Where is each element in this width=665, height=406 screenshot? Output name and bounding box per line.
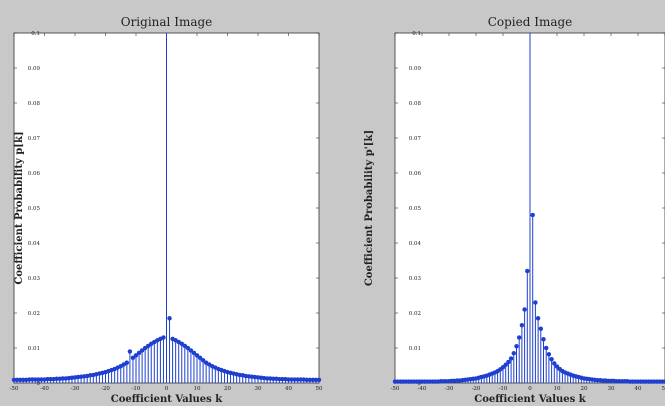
chart-copied-image: Copied Image 0 0.01 0.02 0.03 0.04 0.05 0.06 0.0… xyxy=(364,15,665,405)
stem-marker xyxy=(506,359,511,365)
stem-marker xyxy=(533,300,538,305)
y-tick-label: 0.07 xyxy=(409,136,422,142)
stem-marker xyxy=(167,316,172,321)
x-tick-label: 0 xyxy=(528,386,532,392)
y-tick-label: 0.09 xyxy=(409,66,422,72)
y-tick-label: 0.07 xyxy=(28,136,41,142)
y-tick-label: 0.02 xyxy=(28,311,40,317)
stem-marker xyxy=(182,343,188,349)
x-tick-label: -20 xyxy=(101,386,110,392)
x-tick-label: 0 xyxy=(165,386,169,392)
y-tick-label: 0.01 xyxy=(28,346,40,352)
chart-original-image: Original Image 0 0.01 0.02 0.03 0.04 0.05 0.06 0… xyxy=(10,15,323,405)
stem-marker xyxy=(522,307,527,312)
stem-marker xyxy=(127,349,133,354)
x-tick-label: -50 xyxy=(391,386,400,392)
y-tick-label: 0.04 xyxy=(28,241,41,247)
x-tick-label: 20 xyxy=(224,386,231,392)
stem-marker xyxy=(514,344,519,349)
y-tick-label: 0.06 xyxy=(28,171,41,177)
x-tick-label: 50 xyxy=(662,386,665,392)
stem-marker xyxy=(194,353,200,358)
x-tick-label: 30 xyxy=(255,386,262,392)
stem-marker xyxy=(525,268,530,274)
x-tick-label: 10 xyxy=(194,386,201,392)
x-tick-label: -50 xyxy=(10,386,19,392)
x-tick-label: 40 xyxy=(635,386,642,392)
stem-marker xyxy=(538,326,544,331)
stem-marker xyxy=(161,335,166,340)
stem-marker xyxy=(124,360,130,365)
stem-marker xyxy=(179,341,184,347)
x-axis-label: Coefficient Values k xyxy=(111,394,223,405)
x-tick-label: -20 xyxy=(472,386,481,392)
y-tick-label: 0.05 xyxy=(409,206,422,212)
stem-marker xyxy=(503,362,508,368)
stem-marker xyxy=(130,355,136,361)
stem-marker xyxy=(541,337,546,342)
y-axis-label: Coefficient Probability p'[k] xyxy=(364,130,375,286)
stem-marker xyxy=(145,343,151,349)
y-tick-label: 0.01 xyxy=(409,346,421,352)
y-tick-label: 0 xyxy=(418,381,422,387)
stem-marker xyxy=(519,323,525,328)
stem-marker xyxy=(133,353,139,358)
stem-marker xyxy=(546,352,552,357)
x-tick-label: 10 xyxy=(554,386,561,392)
x-axis-label: Coefficient Values k xyxy=(474,394,586,405)
x-tick-label: -40 xyxy=(418,386,427,392)
y-tick-label: 0.03 xyxy=(28,276,41,282)
y-tick-label: 0.09 xyxy=(28,66,41,72)
stem-marker xyxy=(316,377,322,383)
x-tick-label: -30 xyxy=(71,386,80,392)
x-tick-label: 50 xyxy=(316,386,323,392)
y-tick-label: 0.06 xyxy=(409,171,422,177)
stem-marker xyxy=(516,335,522,340)
stem-marker xyxy=(552,361,557,366)
chart-title: Original Image xyxy=(121,15,213,29)
x-tick-label: 20 xyxy=(581,386,588,392)
stem-marker xyxy=(197,355,203,361)
y-tick-label: 0.02 xyxy=(409,311,421,317)
x-tick-label: 30 xyxy=(608,386,615,392)
stem-marker xyxy=(535,316,541,321)
stem-marker xyxy=(142,345,148,351)
stem-marker xyxy=(530,212,535,218)
stem-marker xyxy=(139,348,145,353)
stem-marker xyxy=(543,345,549,351)
y-tick-label: 0.05 xyxy=(28,206,41,212)
y-tick-label: 0.1 xyxy=(31,31,40,37)
x-tick-label: -10 xyxy=(132,386,141,392)
stem-marker xyxy=(511,351,517,356)
y-tick-label: 0 xyxy=(37,381,41,387)
stem-marker xyxy=(508,356,514,361)
y-axis-label: Coefficient Probability p[k] xyxy=(14,131,25,284)
y-tick-label: 0.04 xyxy=(409,241,422,247)
stem-marker xyxy=(136,350,142,356)
y-tick-label: 0.08 xyxy=(28,101,41,107)
x-tick-label: -30 xyxy=(445,386,454,392)
x-tick-label: -10 xyxy=(499,386,508,392)
stem-marker xyxy=(549,356,554,362)
x-tick-label: 40 xyxy=(285,386,292,392)
stem-marker xyxy=(188,348,194,353)
y-tick-label: 0.08 xyxy=(409,101,422,107)
stem-marker xyxy=(185,345,191,351)
y-tick-label: 0.1 xyxy=(412,31,421,37)
stem-marker xyxy=(200,358,206,363)
stem-marker xyxy=(191,350,197,356)
x-tick-label: -40 xyxy=(40,386,49,392)
chart-title: Copied Image xyxy=(488,15,573,29)
y-tick-label: 0.03 xyxy=(409,276,422,282)
